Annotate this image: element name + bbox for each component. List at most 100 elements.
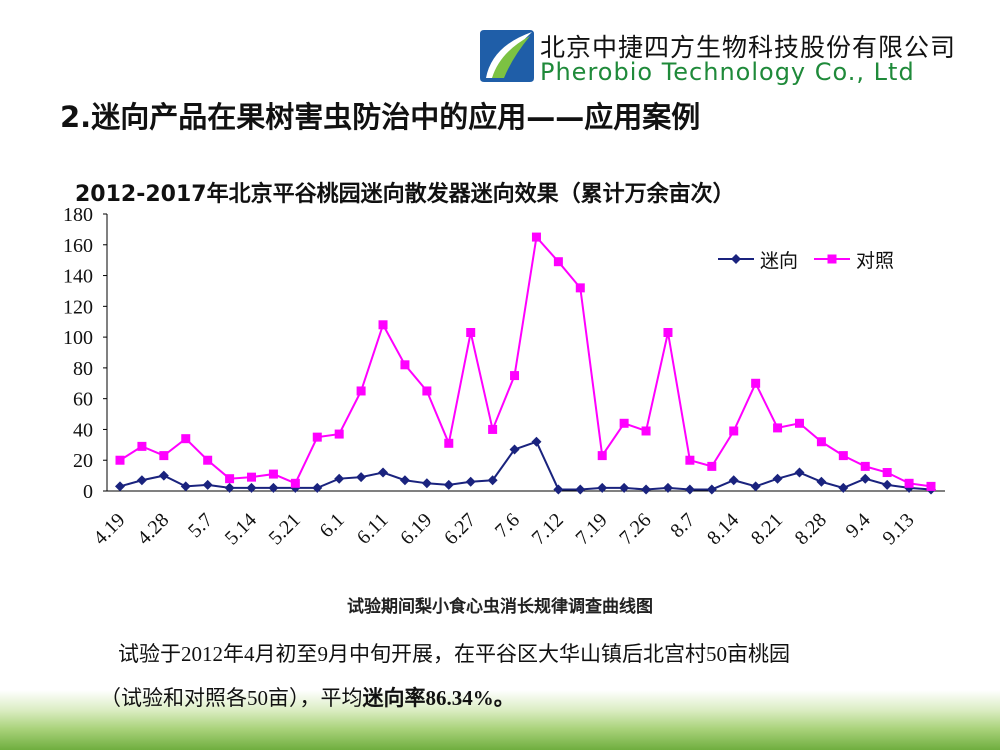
data-point bbox=[904, 478, 914, 488]
data-point bbox=[926, 481, 936, 491]
x-tick-label: 7.6 bbox=[491, 509, 524, 542]
x-tick-label: 8.21 bbox=[747, 509, 787, 549]
data-point bbox=[575, 484, 586, 495]
data-point bbox=[685, 455, 695, 465]
data-point bbox=[247, 472, 257, 482]
y-tick-label: 160 bbox=[63, 235, 93, 257]
series-line bbox=[119, 440, 932, 491]
data-point bbox=[816, 476, 827, 487]
data-point bbox=[203, 455, 213, 465]
x-tick-label: 7.12 bbox=[528, 509, 568, 549]
data-point bbox=[838, 451, 848, 461]
data-point bbox=[356, 472, 367, 483]
data-point bbox=[860, 461, 870, 471]
data-point bbox=[882, 468, 892, 478]
data-point bbox=[553, 484, 564, 495]
data-point bbox=[444, 438, 454, 448]
x-tick-label: 4.28 bbox=[133, 509, 173, 549]
x-tick-label: 9.4 bbox=[842, 509, 875, 542]
data-point bbox=[137, 441, 147, 451]
x-tick-label: 5.7 bbox=[184, 509, 217, 542]
x-tick-label: 6.19 bbox=[396, 509, 436, 549]
data-point bbox=[597, 482, 608, 493]
data-point bbox=[378, 320, 388, 330]
paragraph-line: （试验和对照各50亩），平均迷向率86.34%。 bbox=[100, 682, 515, 712]
legend-marker bbox=[827, 254, 837, 264]
data-point bbox=[224, 482, 235, 493]
data-point bbox=[729, 426, 739, 436]
y-tick-label: 20 bbox=[73, 450, 93, 472]
data-point bbox=[356, 386, 366, 396]
chart: 0 20 40 60 80 100 120 140 160 180 4.19 4.28 5.7 5.14 5… bbox=[63, 204, 945, 549]
data-point bbox=[378, 467, 389, 478]
grass-decoration bbox=[0, 690, 1000, 750]
data-point bbox=[312, 482, 323, 493]
y-tick-label: 60 bbox=[73, 389, 93, 411]
data-point bbox=[510, 371, 520, 381]
data-point bbox=[246, 482, 257, 493]
data-point bbox=[115, 481, 125, 492]
data-point bbox=[312, 432, 322, 442]
y-tick-label: 40 bbox=[73, 419, 93, 441]
data-point bbox=[750, 481, 761, 492]
x-tick-label: 9.13 bbox=[878, 509, 918, 549]
data-point bbox=[399, 475, 410, 486]
data-point bbox=[422, 386, 432, 396]
data-point bbox=[706, 484, 717, 495]
data-point bbox=[838, 482, 849, 493]
text: （试验和对照各50亩），平均 bbox=[100, 686, 363, 710]
logo bbox=[480, 30, 534, 82]
bold-text: 迷向率86.34%。 bbox=[362, 686, 515, 710]
data-point bbox=[553, 257, 563, 267]
data-point bbox=[202, 479, 213, 490]
chart-title: 2012-2017年北京平谷桃园迷向散发器迷向效果（累计万余亩次） bbox=[75, 182, 735, 207]
data-point bbox=[860, 473, 871, 484]
data-point bbox=[136, 475, 147, 486]
data-point bbox=[816, 437, 826, 447]
y-tick-label: 120 bbox=[63, 296, 93, 318]
y-tick-label: 80 bbox=[73, 358, 93, 380]
data-point bbox=[619, 418, 629, 428]
data-point bbox=[181, 434, 191, 444]
data-point bbox=[400, 360, 410, 370]
data-point bbox=[268, 469, 278, 479]
data-point bbox=[882, 479, 893, 490]
data-point bbox=[794, 418, 804, 428]
data-point bbox=[334, 429, 344, 439]
x-tick-label: 6.27 bbox=[440, 509, 480, 549]
data-point bbox=[443, 479, 454, 490]
x-tick-label: 5.21 bbox=[265, 509, 305, 549]
x-tick-label: 4.19 bbox=[89, 509, 129, 549]
y-tick-label: 100 bbox=[63, 327, 93, 349]
data-point bbox=[509, 444, 520, 455]
data-point bbox=[773, 423, 783, 433]
data-point bbox=[794, 467, 805, 478]
slide-title: 2.迷向产品在果树害虫防治中的应用——应用案例 bbox=[60, 100, 701, 134]
data-point bbox=[488, 424, 498, 434]
data-point bbox=[225, 474, 235, 484]
data-point bbox=[772, 473, 783, 484]
y-tick-label: 140 bbox=[63, 266, 93, 288]
x-tick-label: 5.14 bbox=[221, 509, 261, 549]
data-point bbox=[641, 484, 652, 495]
data-point bbox=[641, 426, 651, 436]
data-point bbox=[619, 482, 630, 493]
data-point bbox=[597, 451, 607, 461]
x-tick-label: 6.11 bbox=[353, 509, 393, 549]
x-tick-label: 7.19 bbox=[571, 509, 611, 549]
x-tick-label: 7.26 bbox=[615, 509, 655, 549]
data-point bbox=[268, 482, 279, 493]
x-tick-label: 8.14 bbox=[703, 509, 743, 549]
company-name-cn: 北京中捷四方生物科技股份有限公司 bbox=[540, 33, 957, 62]
data-point bbox=[663, 327, 673, 337]
data-point bbox=[575, 283, 585, 293]
data-point bbox=[531, 232, 541, 242]
data-point bbox=[115, 455, 125, 465]
y-tick-label: 180 bbox=[63, 204, 93, 226]
data-point bbox=[487, 475, 498, 486]
legend-marker bbox=[731, 254, 741, 264]
data-point bbox=[158, 470, 169, 481]
y-tick-label: 0 bbox=[83, 481, 93, 503]
legend-label: 对照 bbox=[856, 250, 894, 272]
